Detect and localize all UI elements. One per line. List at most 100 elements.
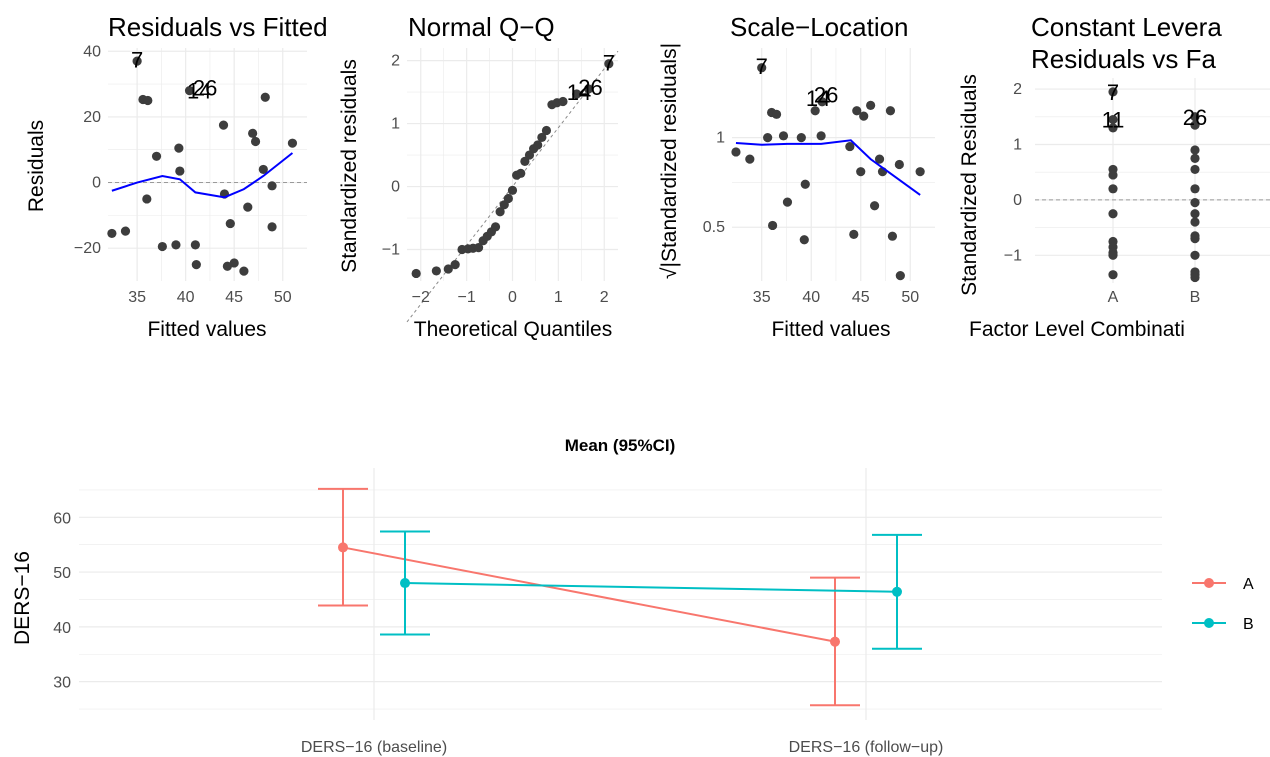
panel-title: Normal Q−Q — [408, 12, 555, 42]
data-point — [541, 125, 552, 136]
data-point — [250, 136, 261, 147]
mean-ci-panel: Mean (95%CI) DERS−16 (baseline) DERS−16 (… — [11, 436, 1254, 756]
data-point — [887, 231, 898, 241]
x-tick-label: 35 — [753, 289, 771, 306]
data-point — [768, 220, 778, 231]
data-point — [558, 96, 568, 107]
y-tick-labels: 30 40 50 60 — [53, 510, 71, 691]
data-point — [411, 268, 421, 279]
data-point — [1108, 250, 1118, 260]
data-point — [894, 159, 904, 170]
data-point — [248, 128, 258, 138]
x-tick-label: 45 — [225, 289, 243, 306]
grid — [1035, 78, 1270, 283]
data-point — [174, 143, 184, 153]
y-axis-title: DERS−16 — [11, 551, 34, 645]
point-label: 26 — [814, 83, 838, 108]
y-tick-label: 1 — [716, 130, 725, 147]
y-axis-title: Standardized Residuals — [958, 74, 981, 296]
data-point — [1190, 164, 1200, 175]
data-point — [1190, 234, 1200, 244]
y-tick-label: 0 — [92, 175, 101, 192]
panel-title: Residuals vs Fitted — [108, 12, 328, 42]
x-tick-labels: DERS−16 (baseline) DERS−16 (follow−up) — [301, 739, 944, 756]
x-tick-label: 1 — [554, 289, 563, 306]
data-point — [816, 131, 826, 141]
y-tick-label: 20 — [83, 109, 101, 126]
data-point — [799, 235, 809, 245]
data-point — [184, 86, 195, 96]
data-point — [503, 193, 513, 204]
data-point — [771, 109, 782, 119]
data-point — [1190, 184, 1200, 194]
data-point — [859, 111, 869, 121]
data-point — [151, 151, 162, 161]
data-point — [120, 226, 131, 236]
grid — [79, 468, 1162, 720]
data-point — [845, 141, 855, 152]
y-tick-label: 60 — [53, 510, 71, 527]
data-point — [267, 222, 277, 232]
data-point — [895, 271, 905, 281]
data-point — [1190, 209, 1200, 219]
x-tick-label: 50 — [274, 289, 292, 306]
x-axis-title: Fitted values — [147, 318, 266, 341]
data-point — [852, 106, 862, 116]
x-tick-label: 40 — [177, 289, 195, 306]
point-label: 7 — [756, 54, 768, 79]
data-point — [171, 240, 181, 250]
x-tick-label: A — [1108, 289, 1119, 306]
x-tick-label: 2 — [600, 289, 609, 306]
data-point — [239, 266, 249, 276]
y-tick-label: 50 — [53, 565, 71, 582]
data-point — [796, 133, 806, 143]
mean-point — [892, 586, 902, 597]
data-point — [800, 179, 810, 189]
data-point — [260, 92, 270, 102]
x-axis-title: Factor Level Combinati — [969, 318, 1185, 341]
data-point — [1190, 217, 1200, 227]
y-tick-labels: 0.51 — [703, 130, 725, 237]
mean-point — [400, 578, 410, 589]
series-line-A — [342, 546, 836, 643]
y-axis-title: Standardized residuals — [338, 59, 361, 273]
data-point — [757, 63, 767, 73]
x-tick-labels: 35 40 45 50 — [753, 289, 919, 306]
data-point — [443, 264, 453, 274]
data-point — [1190, 145, 1200, 155]
data-point — [745, 154, 755, 164]
point-label: 26 — [193, 75, 217, 100]
data-point — [243, 202, 253, 212]
data-point — [175, 166, 185, 176]
y-tick-label: −20 — [74, 240, 101, 257]
y-tick-labels: −1 0 1 2 — [1004, 81, 1022, 264]
data-point — [584, 84, 594, 94]
x-tick-label: B — [1190, 289, 1201, 306]
x-tick-labels: 35 40 45 50 — [128, 289, 292, 306]
point-label: 14 — [806, 86, 830, 111]
data-point — [866, 100, 876, 110]
y-axis-title: Residuals — [25, 120, 48, 212]
data-point — [817, 97, 827, 107]
data-point — [572, 89, 582, 99]
data-point — [1108, 170, 1118, 180]
data-point — [1190, 272, 1200, 283]
data-point — [107, 228, 117, 239]
point-label: 11 — [1102, 108, 1125, 133]
x-tick-label: −2 — [412, 289, 430, 306]
y-tick-label: 2 — [391, 53, 400, 70]
data-point — [731, 147, 741, 157]
data-point — [874, 154, 885, 164]
data-point — [537, 132, 547, 143]
point-label: 7 — [1107, 80, 1119, 105]
legend-label: A — [1243, 576, 1254, 593]
data-point — [258, 164, 268, 175]
x-tick-label: DERS−16 (baseline) — [301, 739, 447, 756]
data-point — [520, 156, 530, 166]
x-axis-title: Fitted values — [771, 318, 890, 341]
